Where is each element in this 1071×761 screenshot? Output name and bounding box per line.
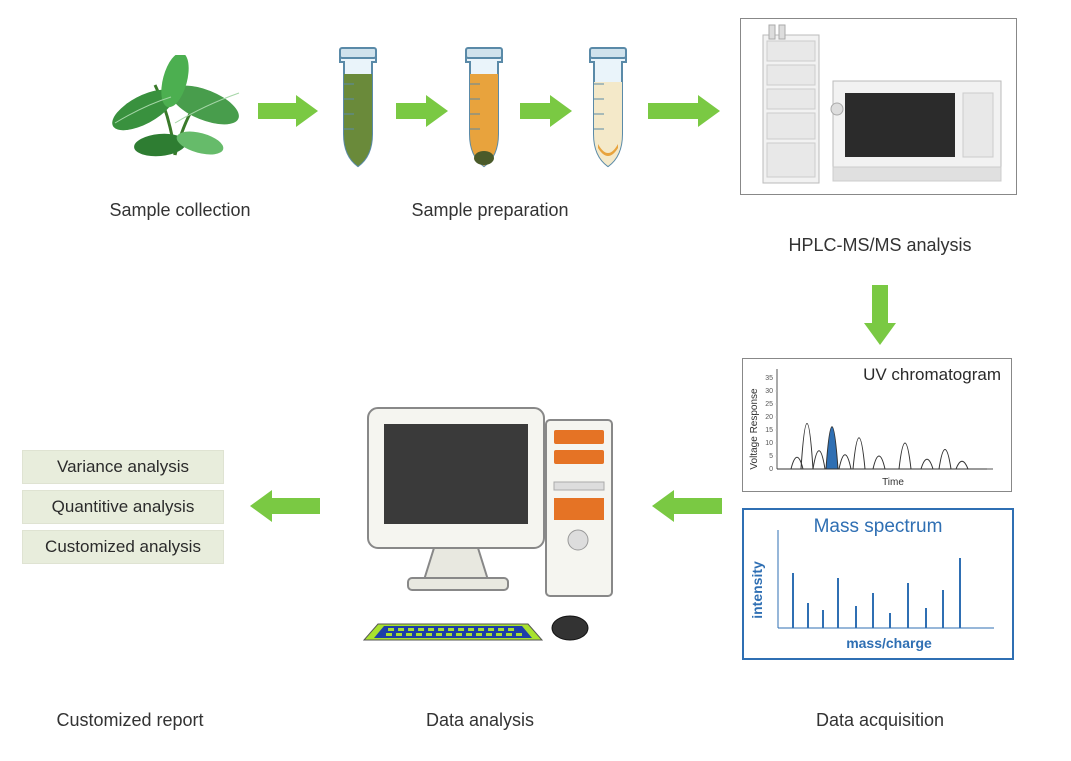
svg-text:0: 0	[769, 466, 773, 473]
arrow-icon	[396, 95, 448, 127]
svg-text:10: 10	[765, 440, 773, 447]
stage-label: HPLC-MS/MS analysis	[770, 235, 990, 256]
stage-label: Sample collection	[100, 200, 260, 221]
tube-icon	[582, 44, 634, 177]
axis-label: Time	[882, 477, 904, 488]
tube-icon	[458, 44, 510, 177]
sample-plant-icon	[105, 55, 245, 165]
stage-label: Sample preparation	[390, 200, 590, 221]
arrow-icon	[258, 95, 318, 127]
mass-spectrum-chart: intensity mass/charge Mass spectrum	[742, 508, 1014, 660]
stage-label: Data analysis	[400, 710, 560, 731]
arrow-icon	[520, 95, 572, 127]
report-list: Variance analysis Quantitive analysis Cu…	[22, 450, 224, 570]
arrow-icon	[648, 95, 720, 127]
svg-text:15: 15	[765, 427, 773, 434]
report-item: Quantitive analysis	[22, 490, 224, 524]
chart-title: UV chromatogram	[863, 365, 1001, 385]
stage-label: Data acquisition	[790, 710, 970, 731]
axis-label: mass/charge	[846, 635, 932, 651]
axis-label: Voltage Response	[749, 388, 760, 470]
axis-label: intensity	[749, 561, 765, 619]
computer-icon	[348, 390, 628, 650]
stage-label: Customized report	[40, 710, 220, 731]
arrow-icon	[652, 490, 722, 522]
hplc-instrument-icon	[740, 18, 1017, 195]
svg-text:30: 30	[765, 388, 773, 395]
svg-text:25: 25	[765, 401, 773, 408]
svg-text:5: 5	[769, 453, 773, 460]
report-item: Customized analysis	[22, 530, 224, 564]
report-item: Variance analysis	[22, 450, 224, 484]
tube-icon	[332, 44, 384, 177]
arrow-icon	[250, 490, 320, 522]
arrow-icon	[864, 285, 896, 345]
svg-text:20: 20	[765, 414, 773, 421]
chart-title: Mass spectrum	[744, 516, 1012, 538]
uv-chromatogram-chart: 0 5 10 15 20 25 30 35 Voltage Response T…	[742, 358, 1012, 492]
svg-text:35: 35	[765, 375, 773, 382]
